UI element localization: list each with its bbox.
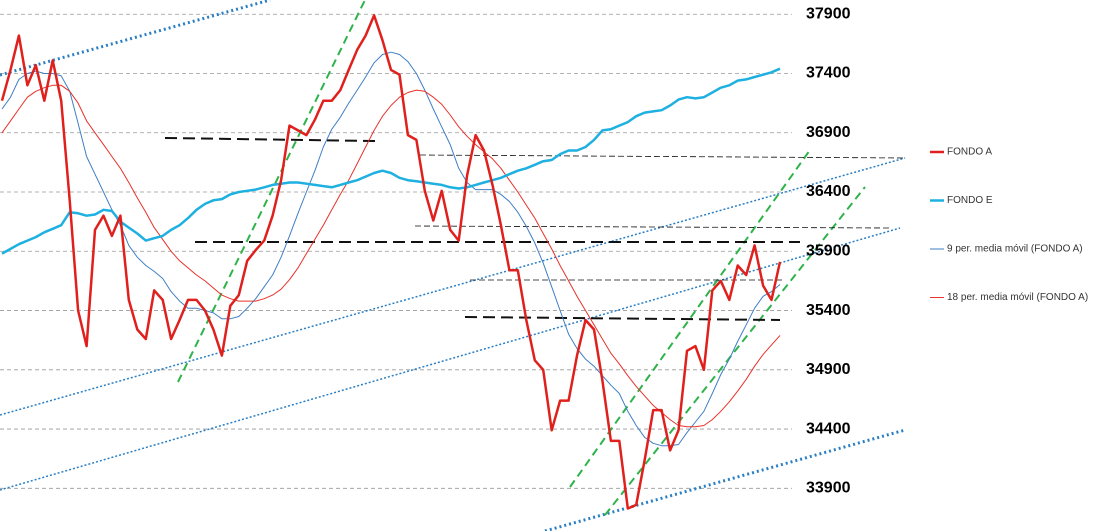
trend-line <box>0 0 271 77</box>
legend-label: FONDO A <box>947 147 992 158</box>
y-tick-label: 36400 <box>806 183 851 200</box>
trend-line <box>544 428 906 531</box>
legend-label: FONDO E <box>947 195 993 206</box>
trend-line <box>0 157 906 416</box>
y-tick-label: 35900 <box>806 242 851 259</box>
series-line <box>1 51 781 447</box>
y-tick-label: 36900 <box>806 124 851 141</box>
series-line <box>1 67 781 255</box>
y-tick-label: 35400 <box>806 302 851 319</box>
legend-label: 9 per. media móvil (FONDO A) <box>947 244 1083 255</box>
support-line <box>464 316 781 321</box>
y-tick-label: 37900 <box>806 5 851 22</box>
y-tick-label: 34400 <box>806 420 851 437</box>
trend-lines <box>0 0 906 531</box>
support-line <box>164 137 376 142</box>
trend-line <box>0 227 901 491</box>
y-tick-label: 33900 <box>806 480 851 497</box>
legend-label: 18 per. media móvil (FONDO A) <box>947 292 1088 303</box>
trend-line <box>604 186 866 516</box>
support-line <box>414 225 891 229</box>
trend-line <box>177 0 366 383</box>
support-line <box>419 154 906 159</box>
y-tick-label: 34900 <box>806 361 851 378</box>
plot: 33900 34400 34900 35400 35900 36400 36900 37400… <box>0 5 1088 510</box>
y-tick-label: 37400 <box>806 65 851 82</box>
series-line <box>1 84 781 428</box>
series-line <box>0 14 782 510</box>
